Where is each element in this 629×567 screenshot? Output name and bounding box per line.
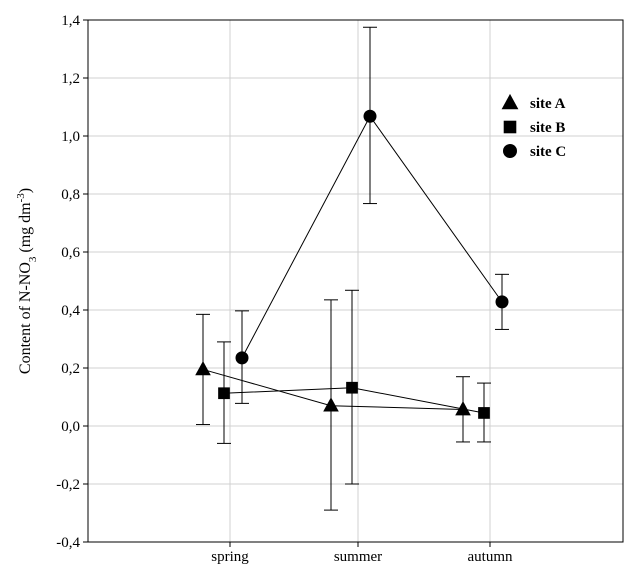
y-axis-title-unit-close: ) [17, 188, 34, 193]
data-point [496, 295, 509, 308]
y-tick-label: -0,2 [56, 477, 80, 493]
data-point [364, 110, 377, 123]
legend-marker [504, 121, 517, 134]
y-tick-label: 1,4 [61, 13, 80, 29]
data-point [346, 382, 358, 394]
x-axis: spring summer autumn [211, 542, 513, 565]
legend-marker [503, 144, 517, 158]
y-tick-label: 1,2 [61, 71, 80, 87]
y-axis: -0,4 -0,2 0,0 0,2 0,4 0,6 0,8 1,0 1,2 1,4 [56, 13, 88, 551]
legend-label: site C [530, 144, 566, 160]
y-tick-label: 0,0 [61, 419, 80, 435]
y-axis-title-unit-open: (mg dm [17, 202, 34, 257]
x-tick-label: autumn [468, 549, 513, 565]
data-point [236, 351, 249, 364]
x-tick-label: summer [334, 549, 382, 565]
y-tick-label: -0,4 [56, 535, 80, 551]
y-tick-label: 1,0 [61, 129, 80, 145]
y-axis-title: Content of N-NO3 (mg dm-3) [15, 188, 39, 374]
y-tick-label: 0,8 [61, 187, 80, 203]
data-point [478, 407, 490, 419]
legend-label: site B [530, 120, 565, 136]
y-tick-label: 0,4 [61, 303, 80, 319]
x-tick-label: spring [211, 549, 249, 565]
legend: site A site B site C [502, 94, 567, 160]
y-tick-label: 0,2 [61, 361, 80, 377]
legend-label: site A [530, 96, 566, 112]
y-tick-label: 0,6 [61, 245, 80, 261]
y-axis-title-prefix: Content of N-NO [17, 262, 34, 374]
data-point [218, 387, 230, 399]
